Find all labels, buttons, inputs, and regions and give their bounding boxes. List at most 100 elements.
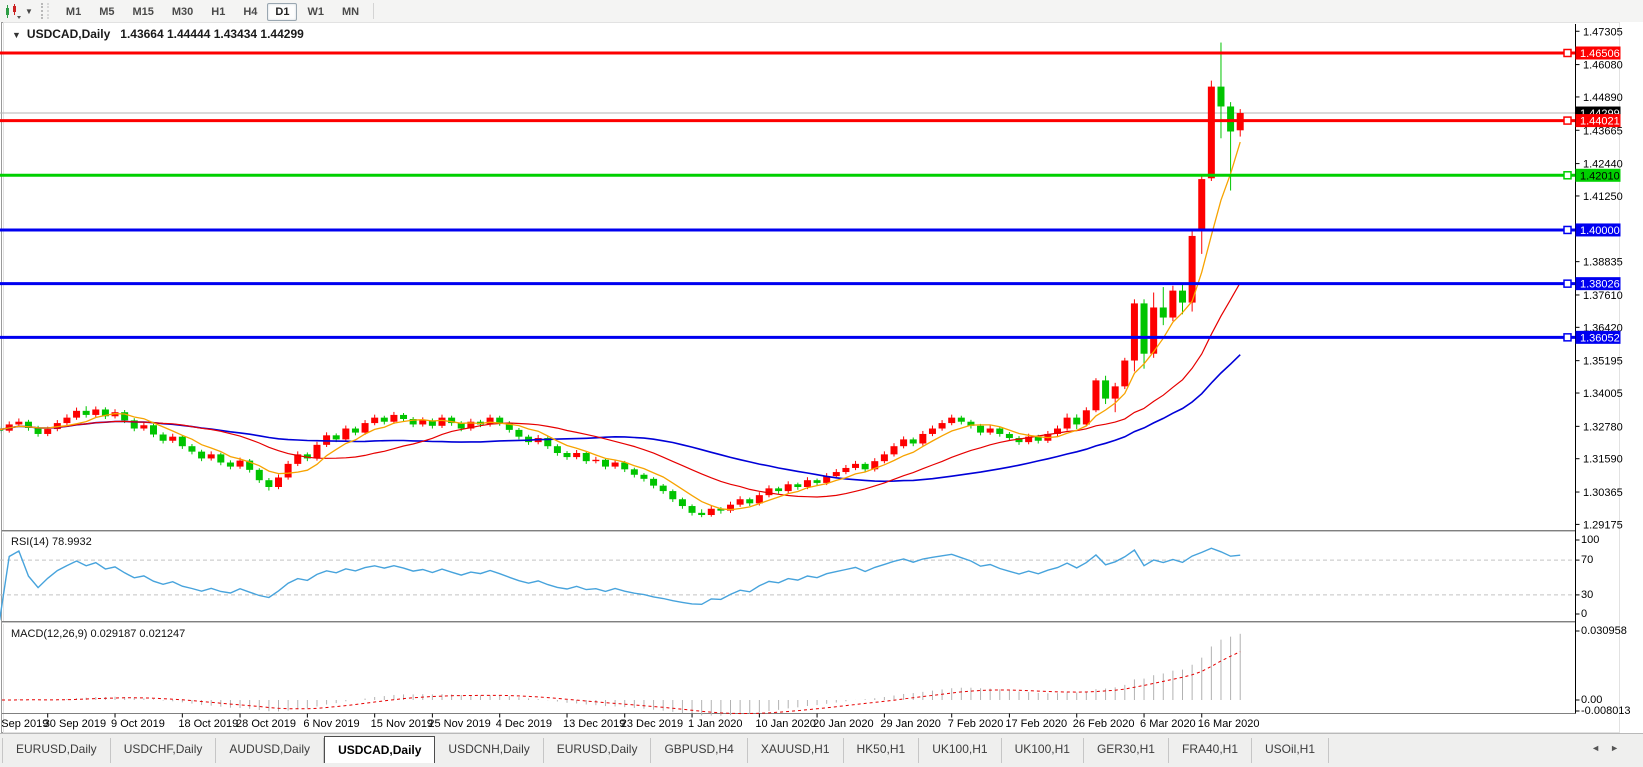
rsi-line [0, 547, 1241, 621]
svg-text:1.44890: 1.44890 [1583, 92, 1623, 104]
timeframe-button-m30[interactable]: M30 [171, 6, 194, 18]
svg-text:1.37610: 1.37610 [1583, 290, 1623, 302]
tab-scroll-left-icon[interactable]: ◄ [1591, 743, 1611, 753]
svg-text:1 Jan 2020: 1 Jan 2020 [688, 718, 742, 730]
svg-text:0.00: 0.00 [1581, 694, 1602, 706]
toolbar: ▼ M1 M5 M15 M30 H1 H4 D1 W1 MN [0, 0, 1643, 23]
price-level-badge: 1.42010 [1575, 168, 1621, 182]
svg-text:1.44021: 1.44021 [1580, 116, 1620, 128]
svg-text:23 Dec 2019: 23 Dec 2019 [621, 718, 683, 730]
svg-text:25 Nov 2019: 25 Nov 2019 [428, 718, 490, 730]
svg-text:6 Nov 2019: 6 Nov 2019 [303, 718, 359, 730]
svg-text:17 Feb 2020: 17 Feb 2020 [1005, 718, 1067, 730]
chart-window[interactable]: ▼ USDCAD,Daily 1.43664 1.44444 1.43434 1.4… [0, 22, 1643, 733]
svg-text:1.46080: 1.46080 [1583, 60, 1623, 72]
svg-text:29 Jan 2020: 29 Jan 2020 [880, 718, 941, 730]
svg-text:70: 70 [1581, 554, 1593, 566]
symbol-tab-bar: EURUSD,Daily USDCHF,Daily AUDUSD,Daily USDC… [0, 733, 1643, 767]
tab-usdcnh-daily[interactable]: USDCNH,Daily [435, 738, 544, 763]
svg-text:1.34005: 1.34005 [1583, 388, 1623, 400]
svg-text:100: 100 [1581, 534, 1599, 546]
svg-text:1.42440: 1.42440 [1583, 159, 1623, 171]
timeframe-button-m5[interactable]: M5 [99, 6, 115, 18]
tab-uk100-h1[interactable]: UK100,H1 [1002, 738, 1084, 763]
svg-text:0: 0 [1581, 608, 1587, 620]
timeframe-button-mn[interactable]: MN [341, 6, 360, 18]
tab-uk100-h1[interactable]: UK100,H1 [919, 738, 1002, 763]
timeframe-button-h1[interactable]: H1 [211, 6, 226, 18]
timeframe-button-h4[interactable]: H4 [243, 6, 258, 18]
svg-text:6 Mar 2020: 6 Mar 2020 [1140, 718, 1196, 730]
tab-gbpusd-h4[interactable]: GBPUSD,H4 [651, 738, 748, 763]
svg-text:1.29175: 1.29175 [1583, 519, 1623, 531]
horizontal-level-lines[interactable] [0, 48, 1576, 342]
toolbar-grip[interactable] [40, 3, 49, 19]
svg-text:28 Oct 2019: 28 Oct 2019 [236, 718, 296, 730]
tab-xauusd-h1[interactable]: XAUUSD,H1 [748, 738, 844, 763]
chart-objects-icon[interactable] [3, 3, 23, 19]
tab-hk50-h1[interactable]: HK50,H1 [844, 738, 920, 763]
chart-symbol-period: USDCAD,Daily [26, 27, 111, 41]
rsi-axis: 100 70 30 0 [1575, 534, 1599, 620]
tab-audusd-daily[interactable]: AUDUSD,Daily [216, 738, 325, 763]
svg-text:-0.008013: -0.008013 [1581, 705, 1631, 717]
chart-canvas[interactable]: 1.47305 1.46080 1.44890 1.43665 1.42440 1.412… [0, 22, 1643, 733]
tab-usdchf-daily[interactable]: USDCHF,Daily [111, 738, 217, 763]
ma-fast-line [0, 141, 1241, 511]
tab-fra40-h1[interactable]: FRA40,H1 [1169, 738, 1253, 763]
price-level-badge: 1.46506 [1575, 46, 1621, 60]
chart-menu-caret-icon[interactable]: ▼ [12, 30, 21, 40]
svg-text:1.41250: 1.41250 [1583, 191, 1623, 203]
price-level-badge: 1.38026 [1575, 277, 1621, 291]
svg-text:18 Oct 2019: 18 Oct 2019 [178, 718, 238, 730]
tab-eurusd-daily[interactable]: EURUSD,Daily [2, 738, 111, 763]
svg-text:1.32780: 1.32780 [1583, 421, 1623, 433]
svg-text:1.40000: 1.40000 [1580, 225, 1620, 237]
price-level-badge: 1.44021 [1575, 114, 1621, 128]
svg-text:16 Mar 2020: 16 Mar 2020 [1198, 718, 1260, 730]
svg-text:1.36052: 1.36052 [1580, 332, 1620, 344]
svg-text:30 Sep 2019: 30 Sep 2019 [44, 718, 106, 730]
svg-text:20 Sep 2019: 20 Sep 2019 [0, 718, 48, 730]
chart-title: ▼ USDCAD,Daily 1.43664 1.44444 1.43434 1.4… [12, 27, 304, 41]
macd-indicator-label: MACD(12,26,9) 0.029187 0.021247 [11, 628, 186, 640]
svg-text:9 Oct 2019: 9 Oct 2019 [111, 718, 165, 730]
svg-text:26 Feb 2020: 26 Feb 2020 [1073, 718, 1135, 730]
toolbar-dropdown-caret[interactable]: ▼ [25, 6, 33, 16]
svg-text:7 Feb 2020: 7 Feb 2020 [948, 718, 1004, 730]
macd-histogram [0, 633, 1241, 716]
tab-ger30-h1[interactable]: GER30,H1 [1084, 738, 1169, 763]
rsi-indicator-label: RSI(14) 78.9932 [11, 536, 92, 548]
svg-text:1.43665: 1.43665 [1583, 125, 1623, 137]
svg-text:1.38835: 1.38835 [1583, 257, 1623, 269]
timeframe-button-m15[interactable]: M15 [132, 6, 154, 18]
svg-text:15 Nov 2019: 15 Nov 2019 [371, 718, 433, 730]
tab-usdcad-daily[interactable]: USDCAD,Daily [324, 736, 436, 763]
timeframe-button-d1[interactable]: D1 [267, 3, 298, 21]
svg-text:1.47305: 1.47305 [1583, 26, 1623, 38]
svg-text:1.35195: 1.35195 [1583, 356, 1623, 368]
toolbar-separator [373, 3, 375, 19]
tab-scroll-right-icon[interactable]: ► [1610, 743, 1629, 753]
svg-text:20 Jan 2020: 20 Jan 2020 [813, 718, 874, 730]
svg-text:10 Jan 2020: 10 Jan 2020 [755, 718, 816, 730]
svg-text:1.46506: 1.46506 [1580, 48, 1620, 60]
svg-text:1.38026: 1.38026 [1580, 279, 1620, 291]
svg-text:1.42010: 1.42010 [1580, 170, 1620, 182]
timeframe-button-w1[interactable]: W1 [307, 6, 324, 18]
tab-eurusd-daily[interactable]: EURUSD,Daily [544, 738, 652, 763]
svg-text:1.30365: 1.30365 [1583, 487, 1623, 499]
tab-usoil-h1[interactable]: USOil,H1 [1252, 738, 1330, 763]
timeframe-button-m1[interactable]: M1 [65, 6, 82, 18]
candlestick-series [0, 42, 1244, 518]
macd-axis: 0.030958 0.00-0.008013 [1575, 625, 1631, 717]
svg-text:13 Dec 2019: 13 Dec 2019 [563, 718, 625, 730]
svg-text:0.030958: 0.030958 [1581, 625, 1627, 637]
price-level-badge: 1.36052 [1575, 330, 1621, 344]
svg-text:4 Dec 2019: 4 Dec 2019 [496, 718, 552, 730]
macd-signal-line [0, 651, 1241, 714]
ma-medium-line [0, 282, 1241, 498]
svg-text:30: 30 [1581, 589, 1593, 601]
svg-text:1.31590: 1.31590 [1583, 454, 1623, 466]
